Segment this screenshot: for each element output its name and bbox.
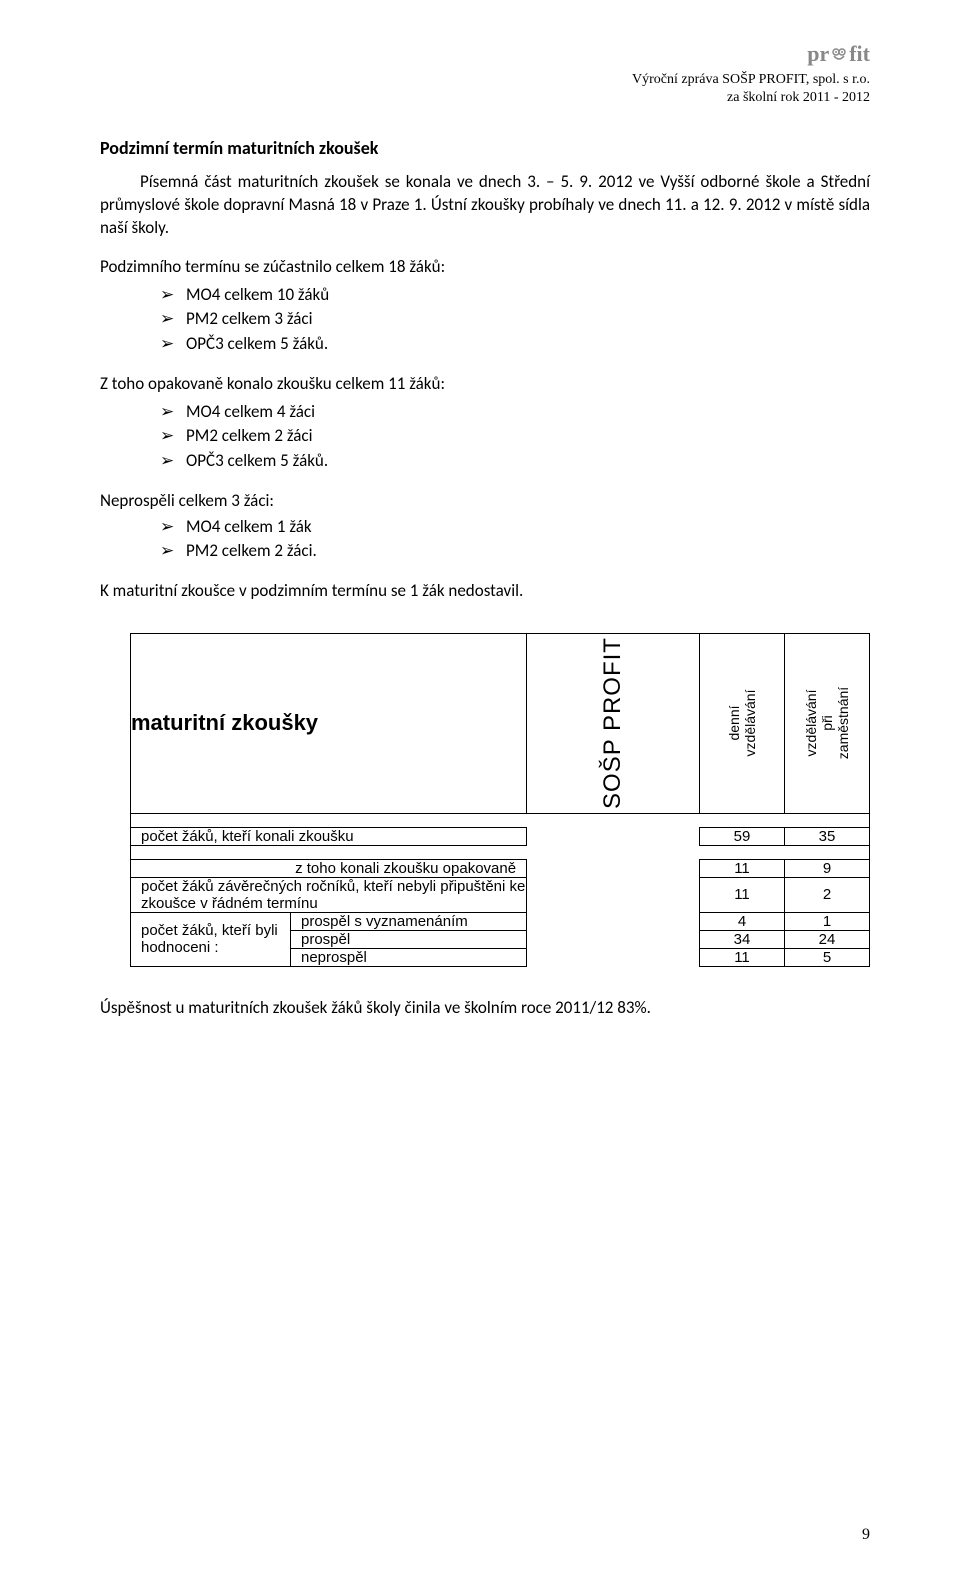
row-val: 11 <box>700 877 785 912</box>
paragraph-4: Neprospěli celkem 3 žáci: <box>100 490 870 511</box>
header-line2: za školní rok 2011 - 2012 <box>727 90 870 105</box>
row-val: 34 <box>700 930 785 948</box>
row-val: 9 <box>785 859 870 877</box>
row-val: 5 <box>785 948 870 966</box>
results-table: maturitní zkoušky SOŠP PROFIT denní vzdě… <box>130 633 870 967</box>
paragraph-1: Písemná část maturitních zkoušek se kona… <box>100 171 870 240</box>
header-line1: Výroční zpráva SOŠP PROFIT, spol. s r.o. <box>632 72 870 87</box>
row-val: 35 <box>785 827 870 845</box>
row-sublabel: prospěl <box>291 930 527 948</box>
list-item: PM2 celkem 2 žáci <box>160 424 870 449</box>
row-val: 59 <box>700 827 785 845</box>
footer-paragraph: Úspěšnost u maturitních zkoušek žáků ško… <box>100 997 870 1020</box>
list-item: PM2 celkem 3 žáci <box>160 307 870 332</box>
list-item: OPČ3 celkem 5 žáků. <box>160 332 870 357</box>
row-label: počet žáků, kteří konali zkoušku <box>131 827 527 845</box>
paragraph-5: K maturitní zkoušce v podzimním termínu … <box>100 580 870 603</box>
table-heading: maturitní zkoušky <box>131 633 527 813</box>
list-item: PM2 celkem 2 žáci. <box>160 539 870 564</box>
list-item: MO4 celkem 1 žák <box>160 515 870 540</box>
section-title: Podzimní termín maturitních zkoušek <box>100 137 870 159</box>
list-item: MO4 celkem 10 žáků <box>160 283 870 308</box>
row-val: 11 <box>700 948 785 966</box>
row-label: počet žáků závěrečných ročníků, kteří ne… <box>131 877 527 912</box>
row-val: 4 <box>700 912 785 930</box>
list-item: MO4 celkem 4 žáci <box>160 400 870 425</box>
list-1: MO4 celkem 10 žáků PM2 celkem 3 žáci OPČ… <box>100 283 870 357</box>
row-group-label: počet žáků, kteří byli hodnoceni : <box>131 912 291 966</box>
list-2: MO4 celkem 4 žáci PM2 celkem 2 žáci OPČ3… <box>100 400 870 474</box>
row-sublabel: prospěl s vyznamenáním <box>291 912 527 930</box>
row-sublabel: neprospěl <box>291 948 527 966</box>
list-item: OPČ3 celkem 5 žáků. <box>160 449 870 474</box>
col-header-denni: denní vzdělávání <box>700 633 785 813</box>
row-label: z toho konali zkoušku opakovaně <box>131 859 527 877</box>
list-3: MO4 celkem 1 žák PM2 celkem 2 žáci. <box>100 515 870 564</box>
row-val: 1 <box>785 912 870 930</box>
row-val: 2 <box>785 877 870 912</box>
paragraph-3: Z toho opakovaně konalo zkoušku celkem 1… <box>100 373 870 396</box>
row-val: 24 <box>785 930 870 948</box>
row-val: 11 <box>700 859 785 877</box>
col-header-sosp: SOŠP PROFIT <box>527 633 700 813</box>
col-header-zam: vzdělávání při zaměstnání <box>785 633 870 813</box>
logo: prfit <box>807 40 870 69</box>
paragraph-2: Podzimního termínu se zúčastnilo celkem … <box>100 256 870 279</box>
page-number: 9 <box>862 1526 870 1544</box>
page-header: prfit Výroční zpráva SOŠP PROFIT, spol. … <box>100 40 870 107</box>
